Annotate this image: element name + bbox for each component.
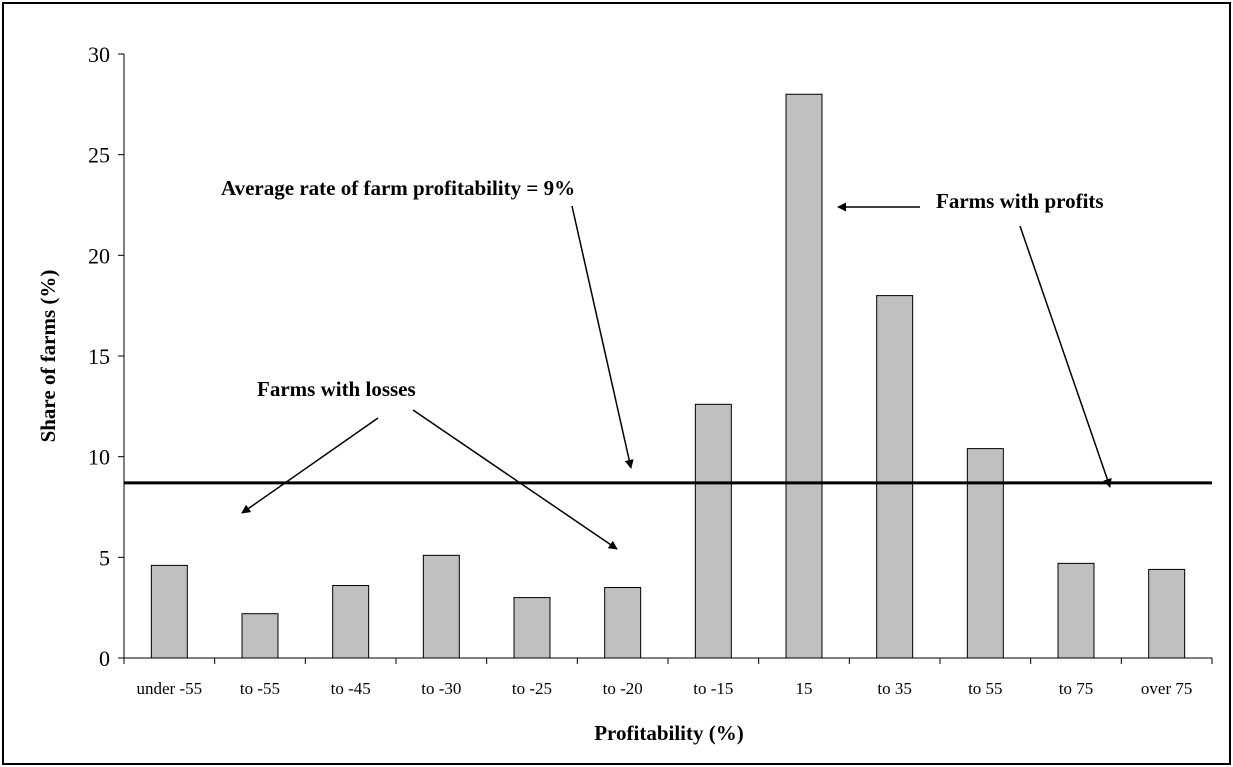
- bar: [604, 587, 642, 659]
- bar: [241, 613, 279, 659]
- bar: [876, 295, 914, 659]
- arrow-profits-right: [1019, 225, 1112, 488]
- annotation-farms-with-profits: Farms with profits: [936, 189, 1104, 213]
- bar: [332, 585, 370, 659]
- x-tick-label: to -45: [331, 679, 371, 698]
- x-tick-label: under -55: [137, 679, 203, 698]
- x-tick-label: to -55: [240, 679, 280, 698]
- x-tick-label: to -25: [512, 679, 552, 698]
- y-tick-label: 20: [88, 243, 110, 268]
- x-tick-label: to 55: [968, 679, 1002, 698]
- arrow-losses-left: [241, 417, 379, 514]
- y-tick-label: 0: [99, 646, 110, 671]
- bar: [1148, 568, 1186, 659]
- y-tick-label: 30: [88, 42, 110, 67]
- x-ticks: under -55 to -55 to -45 to -30 to -25 to -20 t…: [123, 658, 1213, 698]
- bar: [694, 403, 732, 659]
- x-tick-label: to -20: [603, 679, 643, 698]
- annotation-farms-with-losses: Farms with losses: [257, 377, 416, 401]
- arrow-average: [571, 205, 634, 469]
- bar: [422, 554, 460, 659]
- bar: [785, 93, 823, 659]
- annotation-average: Average rate of farm profitability = 9%: [221, 176, 575, 200]
- bar: [513, 597, 551, 659]
- y-ticks: 0 5 10 15 20 25 30: [88, 42, 124, 671]
- y-tick-label: 15: [88, 344, 110, 369]
- y-axis-title: Share of farms (%): [36, 270, 60, 443]
- x-axis-title: Profitability (%): [594, 721, 744, 745]
- x-tick-label: over 75: [1141, 679, 1192, 698]
- x-tick-label: to 75: [1059, 679, 1093, 698]
- x-tick-label: to -15: [693, 679, 733, 698]
- x-tick-label: 15: [796, 679, 813, 698]
- arrow-losses-right: [412, 409, 618, 550]
- y-tick-label: 10: [88, 445, 110, 470]
- bar: [1057, 562, 1095, 659]
- x-tick-label: to -30: [421, 679, 461, 698]
- y-tick-label: 25: [88, 143, 110, 168]
- bar: [966, 448, 1004, 659]
- bar: [150, 564, 188, 659]
- y-tick-label: 5: [99, 545, 110, 570]
- x-tick-label: to 35: [877, 679, 911, 698]
